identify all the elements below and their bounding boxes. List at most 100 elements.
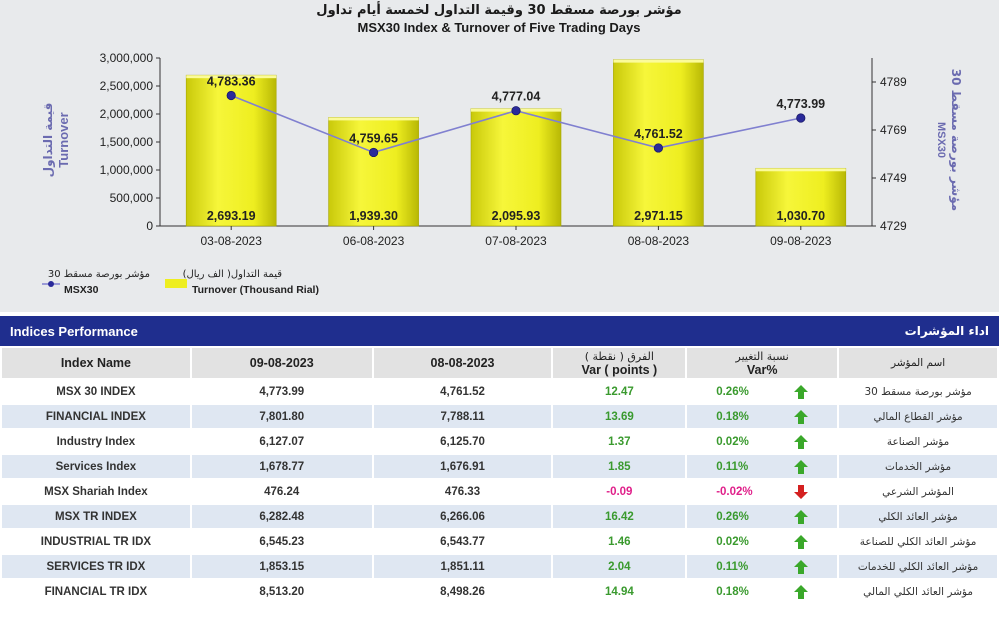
cell-pct-value: 0.11% [716,460,749,473]
table-row: SERVICES TR IDX 1,853.15 1,851.11 2.04 0.11%… [2,555,997,578]
x-tick-label: 06-08-2023 [343,234,405,248]
y-axis-label: Turnover [56,112,71,167]
bar [328,117,419,227]
legend-line-name-ar: مؤشر بورصة مسقط 30 [48,269,150,280]
up-arrow-icon [794,384,809,399]
cell-date-2: 1,851.11 [373,555,552,578]
y2-axis-label: MSX30 [935,122,947,158]
bar [755,167,847,227]
up-arrow-icon [794,409,809,424]
legend-bar-swatch [165,279,187,288]
cell-pct-value: 0.18% [716,410,749,423]
legend-line-name: MSX30 [64,284,99,296]
cell-index-name: MSX 30 INDEX [2,380,190,403]
cell-date-1: 6,545.23 [191,530,372,553]
line-value-label: 4,777.04 [492,90,541,104]
cell-var: 12.47 [553,380,686,403]
cell-date-2: 8,498.26 [373,580,552,603]
bar-cap [613,59,704,63]
line-value-label: 4,759.65 [349,131,398,145]
cell-var: 1.37 [553,430,686,453]
cell-pct-value: 0.11% [716,560,749,573]
cell-index-name-ar: مؤشر العائد الكلي [839,505,997,528]
y-tick-label: 3,000,000 [100,51,154,65]
cell-pct-value: 0.02% [716,435,749,448]
col-pct-ar: نسبة التغيير [735,349,789,363]
cell-index-name: Services Index [2,455,190,478]
y-tick-label: 1,000,000 [100,163,154,177]
cell-pct: 0.11% [687,555,838,578]
cell-date-1: 1,678.77 [191,455,372,478]
chart-title: MSX30 Index & Turnover of Five Trading D… [358,20,641,35]
down-arrow-icon [794,484,809,499]
cell-var: 1.46 [553,530,686,553]
cell-index-name-ar: المؤشر الشرعي [839,480,997,503]
plot-area: 0 500,000 1,000,000 1,500,000 2,000,000 2,500… [100,51,907,248]
bar [185,74,277,227]
legend: مؤشر بورصة مسقط 30 MSX30 قيمة التداول( ا… [42,269,319,296]
perf-title: Indices Performance [10,323,138,339]
table-row: FINANCIAL TR IDX 8,513.20 8,498.26 14.94 0.1… [2,580,997,603]
cell-date-1: 6,127.07 [191,430,372,453]
table-row: Industry Index 6,127.07 6,125.70 1.37 0.02% م… [2,430,997,453]
cell-date-2: 6,125.70 [373,430,552,453]
col-pct-en: Var% [746,362,778,377]
bar-cap [328,117,419,121]
y-tick-label: 500,000 [110,191,154,205]
cell-index-name-ar: مؤشر العائد الكلي للخدمات [839,555,997,578]
up-arrow-icon [794,559,809,574]
cell-date-2: 6,543.77 [373,530,552,553]
bar-value-label: 1,030.70 [776,209,825,223]
bar-value-label: 2,693.19 [207,209,256,223]
col-date-1: 09-08-2023 [191,348,372,378]
up-arrow-icon [794,534,809,549]
cell-index-name: INDUSTRIAL TR IDX [2,530,190,553]
line-value-label: 4,783.36 [207,75,256,89]
perf-header: Indices Performance اداء المؤشرات [0,316,999,346]
col-index-name: Index Name [2,348,190,378]
legend-bar-name-ar: قيمة التداول( الف ريال) [183,269,283,280]
up-arrow-icon [794,434,809,449]
col-pct: نسبة التغيير Var% [687,348,838,378]
cell-pct-value: 0.18% [716,585,749,598]
cell-index-name: MSX TR INDEX [2,505,190,528]
cell-index-name: FINANCIAL TR IDX [2,580,190,603]
cell-date-2: 476.33 [373,480,552,503]
line-point [368,147,379,158]
table-row: MSX TR INDEX 6,282.48 6,266.06 16.42 0.26% مؤ… [2,505,997,528]
cell-pct: 0.11% [687,455,838,478]
legend-bar-name: Turnover (Thousand Rial) [192,284,319,296]
cell-pct: 0.02% [687,430,838,453]
cell-pct: 0.02% [687,530,838,553]
table-row: MSX 30 INDEX 4,773.99 4,761.52 12.47 0.26% مؤ… [2,380,997,403]
cell-var: 14.94 [553,580,686,603]
indices-performance: Indices Performance اداء المؤشرات Index … [0,316,999,628]
cell-index-name-ar: مؤشر القطاع المالي [839,405,997,428]
x-tick-label: 03-08-2023 [201,234,263,248]
cell-var: 1.85 [553,455,686,478]
y2-axis-label-ar: مؤشر بورصة مسقط 30 [948,69,963,211]
x-tick-label: 07-08-2023 [485,234,547,248]
y2-tick-label: 4729 [880,219,907,233]
cell-pct: 0.26% [687,380,838,403]
cell-date-2: 1,676.91 [373,455,552,478]
cell-var: 2.04 [553,555,686,578]
y-tick-label: 2,500,000 [100,79,154,93]
line-value-label: 4,761.52 [634,127,683,141]
cell-date-1: 6,282.48 [191,505,372,528]
col-index-name-ar: اسم المؤشر [839,348,997,378]
x-tick-label: 09-08-2023 [770,234,832,248]
cell-pct: 0.18% [687,580,838,603]
bar-cap [755,168,846,172]
cell-date-2: 4,761.52 [373,380,552,403]
cell-pct-value: -0.02% [716,485,753,498]
chart-panel: مؤشر بورصة مسقط 30 وقيمة التداول لخمسة أ… [0,0,999,312]
y2-tick-label: 4789 [880,75,907,89]
x-tick-label: 08-08-2023 [628,234,690,248]
indices-table: Index Name 09-08-2023 08-08-2023 الفرق (… [0,346,999,605]
cell-date-1: 7,801.80 [191,405,372,428]
table-row: MSX Shariah Index 476.24 476.33 -0.09 -0.02%… [2,480,997,503]
bar [613,59,704,227]
table-body: MSX 30 INDEX 4,773.99 4,761.52 12.47 0.26% مؤ… [2,380,997,603]
bar-value-label: 1,939.30 [349,209,398,223]
